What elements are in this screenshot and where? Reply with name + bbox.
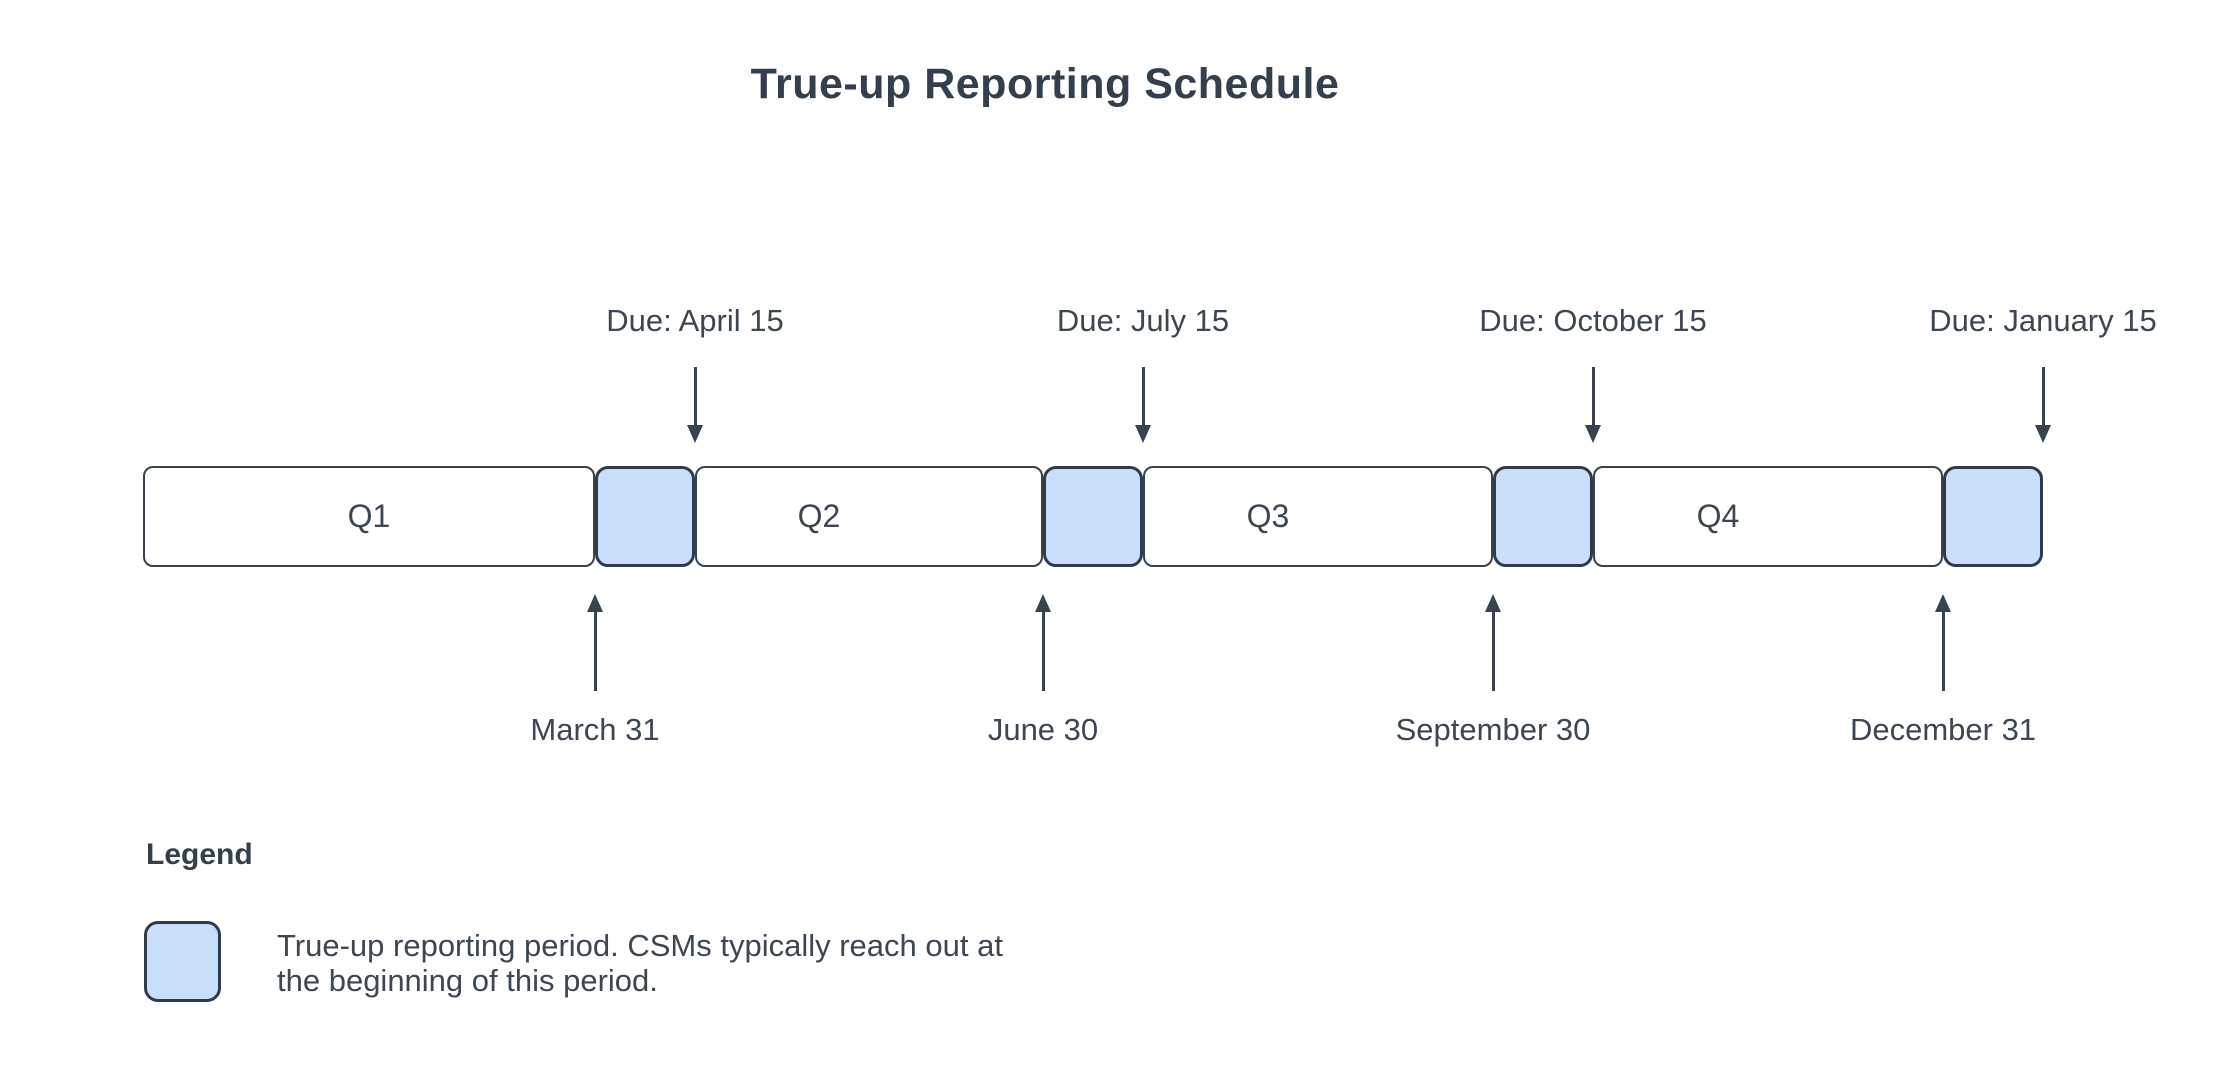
quarter-label-q2: Q2 bbox=[797, 498, 841, 534]
quarter-end-label: June 30 bbox=[987, 712, 1099, 747]
trueup-period-swatch bbox=[144, 921, 221, 1002]
arrow-down-icon bbox=[1443, 367, 1743, 443]
legend-description-line2: the beginning of this period. bbox=[277, 963, 658, 998]
quarter-end-label: September 30 bbox=[1395, 712, 1591, 747]
quarter-label-q1: Q1 bbox=[347, 498, 391, 534]
quarter-end-marker-march: March 31 bbox=[445, 594, 745, 748]
due-date-label: Due: July 15 bbox=[1056, 303, 1230, 338]
quarter-box-q4 bbox=[1593, 466, 1943, 567]
quarter-end-marker-september: September 30 bbox=[1343, 594, 1643, 748]
quarter-box-q1 bbox=[143, 466, 595, 567]
quarter-end-label: March 31 bbox=[530, 712, 660, 747]
quarter-box-q3 bbox=[1143, 466, 1493, 567]
arrow-down-icon bbox=[1893, 367, 2193, 443]
due-date-label: Due: April 15 bbox=[606, 303, 784, 338]
due-date-label: Due: January 15 bbox=[1929, 303, 2157, 338]
quarter-label-q3: Q3 bbox=[1246, 498, 1290, 534]
due-date-label: Due: October 15 bbox=[1479, 303, 1707, 338]
diagram-title: True-up Reporting Schedule bbox=[750, 60, 1340, 108]
trueup-period-box-q4 bbox=[1943, 466, 2043, 567]
legend-description-line1: True-up reporting period. CSMs typically… bbox=[277, 928, 1003, 963]
legend-description: True-up reporting period. CSMs typically… bbox=[277, 928, 1003, 998]
due-marker-october: Due: October 15 bbox=[1443, 303, 1743, 443]
due-marker-january: Due: January 15 bbox=[1893, 303, 2193, 443]
trueup-period-box-q3 bbox=[1493, 466, 1593, 567]
quarter-end-label: December 31 bbox=[1849, 712, 2037, 747]
arrow-down-icon bbox=[993, 367, 1293, 443]
arrow-down-icon bbox=[545, 367, 845, 443]
quarter-end-marker-june: June 30 bbox=[893, 594, 1193, 748]
quarter-box-q2 bbox=[695, 466, 1043, 567]
due-marker-april: Due: April 15 bbox=[545, 303, 845, 443]
arrow-up-icon bbox=[445, 594, 745, 691]
due-marker-july: Due: July 15 bbox=[993, 303, 1293, 443]
trueup-period-box-q2 bbox=[1043, 466, 1143, 567]
arrow-up-icon bbox=[1793, 594, 2093, 691]
arrow-up-icon bbox=[893, 594, 1193, 691]
trueup-period-box-q1 bbox=[595, 466, 695, 567]
legend-heading: Legend bbox=[146, 838, 253, 871]
quarter-label-q4: Q4 bbox=[1696, 498, 1740, 534]
arrow-up-icon bbox=[1343, 594, 1643, 691]
quarter-end-marker-december: December 31 bbox=[1793, 594, 2093, 748]
